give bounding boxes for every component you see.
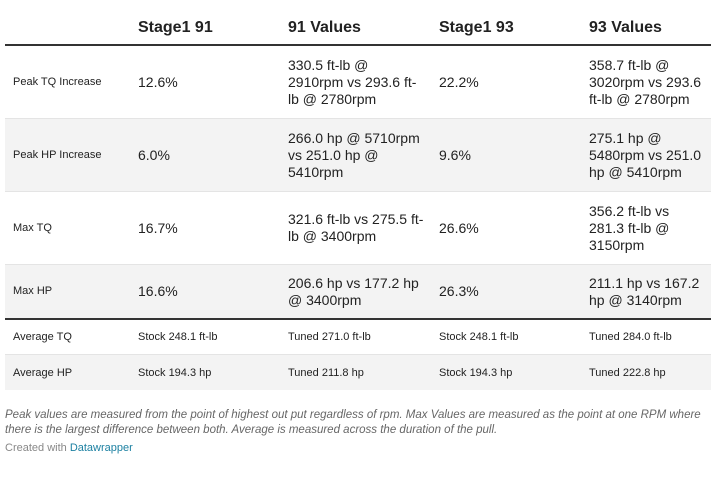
table-cell: 358.7 ft-lb @ 3020rpm vs 293.6 ft-lb @ 2…: [589, 56, 702, 107]
header-cell-93-values[interactable]: 93 Values: [589, 19, 662, 36]
table-cell: Stock 194.3 hp: [138, 366, 212, 379]
table-cell: 321.6 ft-lb vs 275.5 ft-lb @ 3400rpm: [288, 211, 424, 244]
table-cell: Stock 248.1 ft-lb: [138, 331, 218, 343]
table-cell: 275.1 hp @ 5480rpm vs 251.0 hp @ 5410rpm: [589, 129, 702, 180]
row-label: Max HP: [13, 285, 53, 297]
table-row: Peak TQ Increase 12.6% 330.5 ft-lb @ 291…: [5, 46, 711, 119]
table-row: Max TQ 16.7% 321.6 ft-lb vs 275.5 ft-lb …: [5, 192, 711, 265]
table-cell: 16.6%: [138, 283, 178, 299]
table-cell: 12.6%: [138, 73, 178, 90]
table-cell: 16.7%: [138, 219, 178, 236]
table-cell: Tuned 271.0 ft-lb: [288, 331, 371, 343]
credit-prefix: Created with: [5, 442, 70, 454]
table-cell: Stock 248.1 ft-lb: [439, 331, 519, 343]
table-row: Average TQ Stock 248.1 ft-lb Tuned 271.0…: [5, 320, 711, 355]
row-label: Peak HP Increase: [13, 148, 102, 161]
table-cell: 9.6%: [439, 146, 471, 163]
header-cell-stage1-93[interactable]: Stage1 93: [439, 19, 514, 36]
table-cell: 206.6 hp vs 177.2 hp @ 3400rpm: [288, 274, 419, 308]
table-notes: Peak values are measured from the point …: [5, 409, 701, 436]
table-cell: 22.2%: [439, 73, 479, 90]
table-header-row: Stage1 91 91 Values Stage1 93 93 Values: [5, 0, 711, 46]
credit-line: Created with Datawrapper: [5, 442, 133, 454]
table-cell: 26.3%: [439, 283, 479, 299]
row-label: Average TQ: [13, 331, 72, 343]
table-cell: Tuned 222.8 hp: [589, 366, 666, 379]
table-cell: Stock 194.3 hp: [439, 366, 513, 379]
table-cell: Tuned 211.8 hp: [288, 366, 364, 379]
table-row: Max HP 16.6% 206.6 hp vs 177.2 hp @ 3400…: [5, 265, 711, 320]
table-cell: 6.0%: [138, 146, 170, 163]
table-cell: 211.1 hp vs 167.2 hp @ 3140rpm: [589, 274, 700, 308]
table-row: Peak HP Increase 6.0% 266.0 hp @ 5710rpm…: [5, 119, 711, 192]
row-label: Max TQ: [13, 221, 52, 234]
table-cell: 330.5 ft-lb @ 2910rpm vs 293.6 ft-lb @ 2…: [288, 56, 417, 107]
header-cell-stage1-91[interactable]: Stage1 91: [138, 19, 213, 36]
row-label: Average HP: [13, 366, 73, 379]
data-table: Stage1 91 91 Values Stage1 93 93 Values …: [5, 0, 711, 390]
datawrapper-link[interactable]: Datawrapper: [69, 442, 133, 454]
table-cell: 26.6%: [439, 219, 479, 236]
row-label: Peak TQ Increase: [13, 75, 102, 88]
table-row: Average HP Stock 194.3 hp Tuned 211.8 hp…: [5, 355, 711, 390]
table-cell: 356.2 ft-lb vs 281.3 ft-lb @ 3150rpm: [589, 202, 670, 253]
table-cell: Tuned 284.0 ft-lb: [589, 331, 672, 343]
table-cell: 266.0 hp @ 5710rpm vs 251.0 hp @ 5410rpm: [288, 129, 420, 180]
header-cell-91-values[interactable]: 91 Values: [288, 19, 361, 36]
